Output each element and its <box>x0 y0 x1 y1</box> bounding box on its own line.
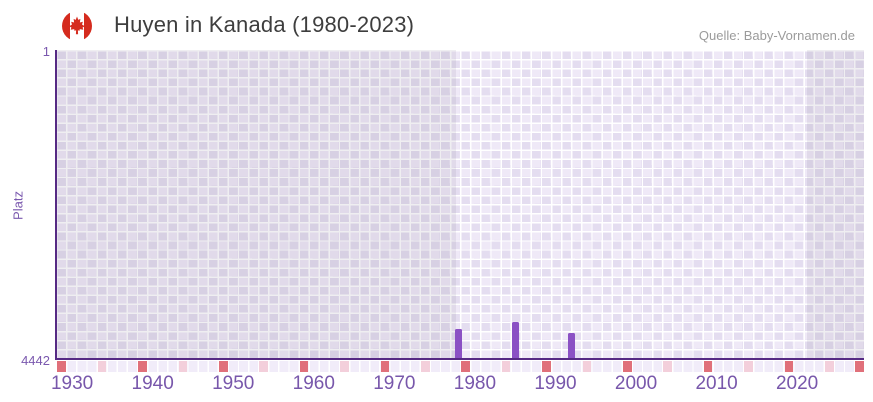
red-marker-1978 <box>461 361 471 372</box>
timeline-marker-strip <box>56 361 864 372</box>
source-attribution: Quelle: Baby-Vornamen.de <box>698 28 855 43</box>
x-axis-line <box>55 358 864 360</box>
rank-bar-1992[interactable] <box>568 332 576 358</box>
out-of-range-overlay-right <box>806 50 864 358</box>
x-tick-2010: 2010 <box>695 373 738 394</box>
x-tick-1990: 1990 <box>534 373 577 394</box>
red-marker-1948 <box>219 361 228 372</box>
x-tick-2000: 2000 <box>614 373 658 394</box>
red-marker-1968 <box>380 361 390 372</box>
rank-bar-1985[interactable] <box>511 321 519 358</box>
rank-bar-1978[interactable] <box>455 328 463 358</box>
pink-marker-1973 <box>421 361 430 372</box>
plot-area[interactable] <box>56 50 864 358</box>
pink-marker-1993 <box>582 361 592 372</box>
pink-marker-2003 <box>663 361 673 372</box>
chart-title: Huyen in Kanada (1980-2023) <box>114 12 415 37</box>
x-tick-1970: 1970 <box>373 373 416 394</box>
out-of-range-overlay-left <box>56 50 456 358</box>
red-marker-1938 <box>138 361 147 372</box>
x-axis-labels: 1930 1940 1950 1960 1970 1980 1990 2000 2010 2020 <box>51 373 864 397</box>
red-marker-2008 <box>703 361 713 372</box>
x-tick-1930: 1930 <box>50 373 94 394</box>
red-marker-1988 <box>542 361 551 372</box>
x-tick-1960: 1960 <box>292 373 335 394</box>
red-marker-1998 <box>623 361 632 372</box>
pink-marker-1963 <box>340 361 349 372</box>
pink-marker-1933 <box>97 361 107 372</box>
y-tick-bottom: 4442 <box>21 353 50 368</box>
y-axis-line <box>55 50 57 360</box>
canada-flag-icon <box>62 11 92 41</box>
x-tick-1940: 1940 <box>131 373 174 394</box>
y-axis-title: Platz <box>10 191 26 220</box>
y-tick-top: 1 <box>42 44 50 59</box>
red-marker-2018 <box>784 361 794 372</box>
x-tick-1950: 1950 <box>212 373 255 394</box>
red-marker-1958 <box>299 361 309 372</box>
pink-marker-2013 <box>744 361 753 372</box>
red-marker-1928 <box>57 361 67 372</box>
pink-marker-1943 <box>178 361 188 372</box>
pink-marker-1953 <box>259 361 269 372</box>
red-marker-2028 <box>855 361 864 372</box>
pink-marker-2023 <box>825 361 834 372</box>
pink-marker-1983 <box>501 361 511 372</box>
x-tick-1980: 1980 <box>453 373 497 394</box>
x-tick-2020: 2020 <box>775 373 819 394</box>
